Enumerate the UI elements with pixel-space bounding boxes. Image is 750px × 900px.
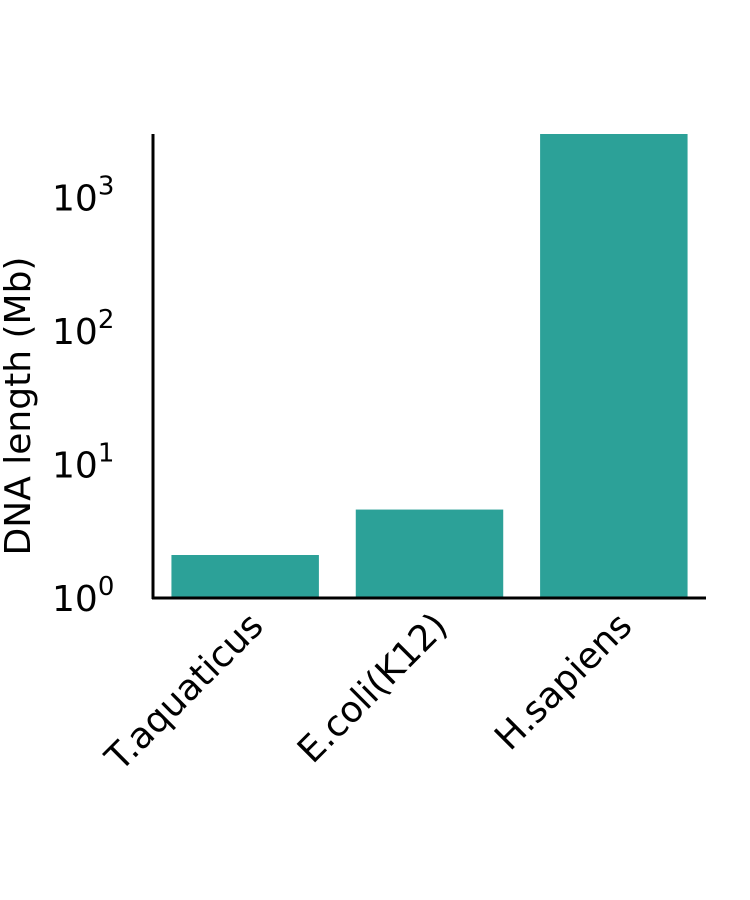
bar-3 [540, 134, 688, 598]
y-ticks: 100 101 102 103 [52, 172, 114, 620]
bar-1 [171, 555, 319, 598]
y-axis-label: DNA length (Mb) [0, 257, 39, 556]
x-tick-label-2: E.coli(K12) [290, 605, 456, 771]
bar-2 [355, 509, 504, 598]
y-tick-label-1: 101 [52, 439, 114, 487]
y-tick-label-3: 103 [52, 172, 114, 220]
x-tick-labels: T.aquaticus E.coli(K12) H.sapiens [97, 605, 640, 779]
y-tick-label-2: 102 [52, 305, 114, 353]
y-tick-label-0: 100 [52, 572, 114, 620]
x-tick-label-3: H.sapiens [487, 605, 640, 758]
x-tick-label-1: T.aquaticus [97, 605, 271, 779]
bars [171, 134, 688, 598]
